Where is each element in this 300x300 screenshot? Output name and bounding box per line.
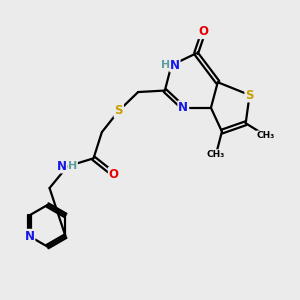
Text: H: H	[161, 60, 171, 70]
Text: O: O	[199, 25, 208, 38]
Text: N: N	[170, 59, 180, 72]
Text: H: H	[68, 161, 77, 171]
Text: N: N	[24, 230, 34, 243]
Text: S: S	[245, 88, 254, 101]
Text: N: N	[178, 101, 188, 114]
Text: S: S	[115, 104, 123, 117]
Text: CH₃: CH₃	[257, 131, 275, 140]
Text: N: N	[57, 160, 67, 173]
Text: CH₃: CH₃	[207, 150, 225, 159]
Text: O: O	[109, 168, 119, 181]
